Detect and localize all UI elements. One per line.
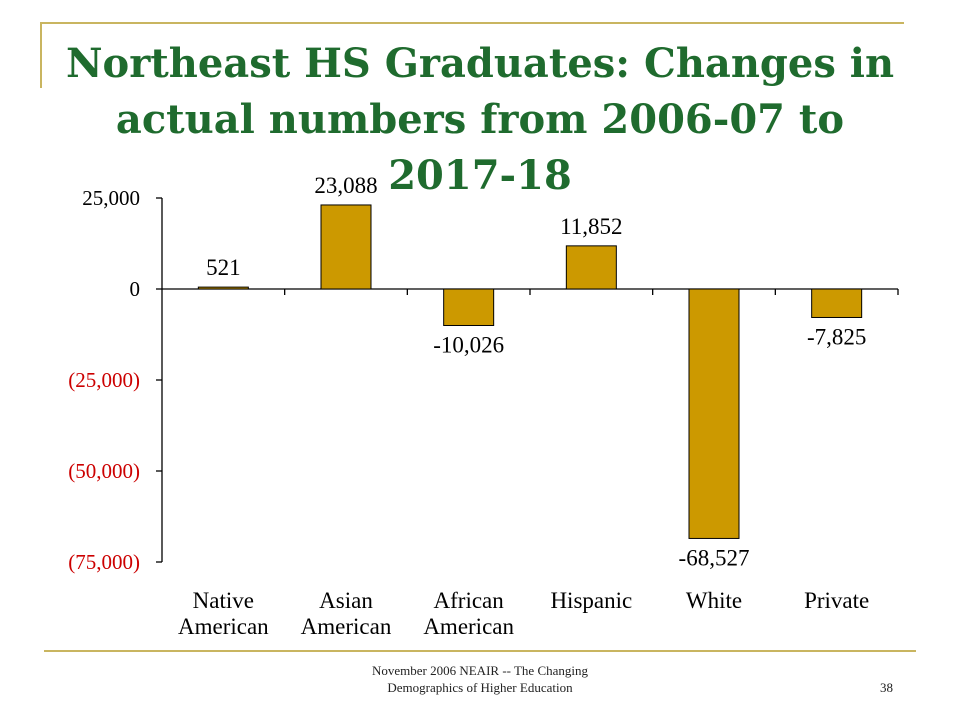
- data-label-4: -68,527: [679, 545, 750, 570]
- slide-title: Northeast HS Graduates: Changes in actua…: [65, 40, 895, 199]
- data-label-2: -10,026: [433, 332, 504, 357]
- bar-1: [320, 204, 372, 290]
- bar-5: [811, 288, 863, 318]
- category-label-2-0: African: [434, 588, 505, 613]
- y-tick-label-2: (25,000): [68, 368, 140, 392]
- data-label-3: 11,852: [560, 214, 622, 239]
- category-label-0-0: Native: [193, 588, 254, 613]
- footer-line-2: Demographics of Higher Education: [387, 680, 573, 695]
- bar-chart: 25,000 0 (25,000) (50,000) (75,000) 521 Native…: [68, 173, 899, 639]
- left-accent-line: [40, 22, 42, 88]
- data-label-0: 521: [206, 255, 241, 280]
- bar-2: [443, 288, 495, 326]
- y-tick-label-0: 25,000: [82, 186, 140, 210]
- category-label-0-1: American: [178, 614, 269, 639]
- bottom-accent-line: [44, 650, 916, 652]
- data-label-5: -7,825: [807, 324, 866, 349]
- data-label-1: 23,088: [314, 173, 377, 198]
- category-label-5-0: Private: [804, 588, 869, 613]
- y-tick-label-4: (75,000): [68, 550, 140, 574]
- category-label-3-0: Hispanic: [550, 588, 632, 613]
- y-tick-label-1: 0: [130, 277, 141, 301]
- category-label-2-1: American: [423, 614, 514, 639]
- slide-footer: November 2006 NEAIR -- The Changing Demo…: [300, 662, 660, 696]
- category-label-4-0: White: [686, 588, 742, 613]
- bar-3: [565, 245, 617, 290]
- page-number: 38: [880, 680, 893, 695]
- bar-4: [688, 288, 740, 539]
- category-label-1-0: Asian: [319, 588, 373, 613]
- footer-line-1: November 2006 NEAIR -- The Changing: [371, 663, 589, 678]
- category-label-1-1: American: [301, 614, 392, 639]
- bar-0: [197, 286, 249, 290]
- top-accent-line: [40, 22, 904, 24]
- y-tick-label-3: (50,000): [68, 459, 140, 483]
